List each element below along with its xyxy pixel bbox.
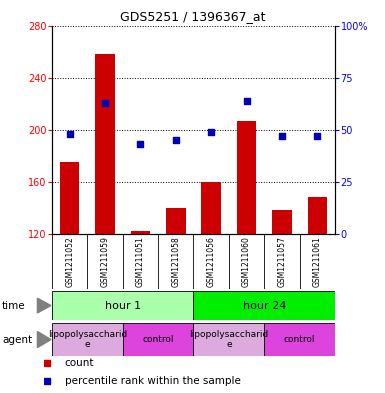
Bar (52, 323, 123, 356)
Text: GSM1211058: GSM1211058 (171, 236, 180, 287)
Bar (60, 162, 79, 234)
Text: GSM1211051: GSM1211051 (136, 236, 145, 287)
Text: control: control (284, 335, 315, 344)
Bar (123, 323, 193, 356)
Text: time: time (2, 301, 25, 310)
Bar (272, 210, 291, 234)
Text: lipopolysaccharid
e: lipopolysaccharid e (189, 330, 268, 349)
Polygon shape (37, 332, 51, 347)
Polygon shape (37, 298, 51, 313)
Bar (193, 323, 264, 356)
Bar (201, 182, 221, 234)
Text: GSM1211056: GSM1211056 (207, 236, 216, 287)
Bar (237, 121, 256, 234)
Text: GSM1211057: GSM1211057 (277, 236, 286, 287)
Text: GSM1211052: GSM1211052 (65, 236, 74, 287)
Point (208, 129, 214, 135)
Point (243, 97, 249, 104)
Text: count: count (65, 358, 94, 368)
Point (67, 131, 73, 137)
Bar (193, 291, 335, 320)
Bar (264, 323, 335, 356)
Text: GDS5251 / 1396367_at: GDS5251 / 1396367_at (120, 10, 265, 23)
Bar (308, 197, 327, 234)
Bar (52, 291, 193, 320)
Text: GSM1211060: GSM1211060 (242, 236, 251, 287)
Point (279, 133, 285, 139)
Point (173, 137, 179, 143)
Bar (166, 208, 186, 234)
Text: lipopolysaccharid
e: lipopolysaccharid e (48, 330, 127, 349)
Text: GSM1211061: GSM1211061 (313, 236, 322, 287)
Bar (131, 231, 150, 234)
Text: percentile rank within the sample: percentile rank within the sample (65, 376, 241, 386)
Text: GSM1211059: GSM1211059 (100, 236, 110, 287)
Point (137, 141, 144, 147)
Text: agent: agent (2, 334, 32, 345)
Text: hour 1: hour 1 (105, 301, 141, 310)
Bar (95, 54, 115, 234)
Point (102, 99, 108, 106)
Point (314, 133, 320, 139)
Text: control: control (142, 335, 174, 344)
Text: hour 24: hour 24 (243, 301, 286, 310)
